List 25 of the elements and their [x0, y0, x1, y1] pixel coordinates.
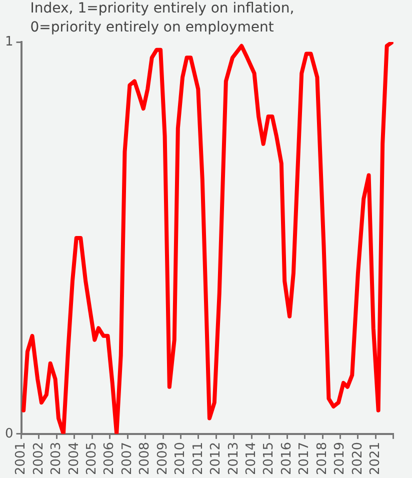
x-tick-label: 2007: [120, 442, 135, 476]
x-tick-label: 2017: [297, 442, 312, 476]
text: Index, 1=priority entirely on inflation,: [30, 0, 294, 17]
x-tick-label: 2004: [66, 442, 82, 476]
x-tick-label: 2001: [14, 442, 29, 476]
text: 0=priority entirely on employment: [30, 20, 274, 36]
y-tick-label: 1: [4, 34, 14, 50]
x-tick-label: 2009: [155, 442, 170, 476]
x-tick-label: 2014: [244, 442, 260, 476]
x-tick-label: 2015: [262, 442, 277, 476]
x-tick-label: 2012: [208, 442, 224, 476]
x-tick-label: 2010: [173, 442, 188, 476]
x-tick-label: 2020: [350, 442, 366, 476]
x-tick-label: 2005: [84, 442, 100, 476]
x-tick-label: 2018: [314, 442, 330, 476]
x-tick-label: 2003: [49, 442, 64, 476]
x-tick-label: 2016: [279, 442, 294, 476]
x-tick-label: 2021: [368, 442, 384, 476]
x-tick-label: 2011: [190, 442, 206, 476]
x-tick-label: 2008: [138, 442, 153, 476]
y-tick-label: 0: [4, 426, 14, 442]
x-tick-label: 2019: [332, 442, 348, 476]
x-tick-label: 2006: [102, 442, 118, 476]
x-tick-label: 2002: [31, 442, 46, 476]
x-tick-label: 2013: [226, 442, 242, 476]
